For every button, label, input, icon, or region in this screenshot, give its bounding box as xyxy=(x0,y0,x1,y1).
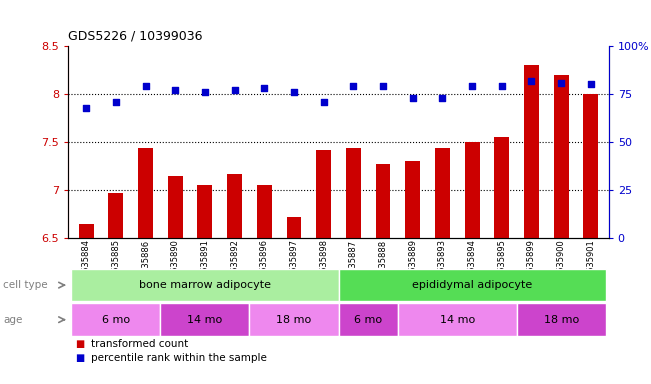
Bar xyxy=(286,217,301,238)
Point xyxy=(467,83,477,89)
Text: ■: ■ xyxy=(75,353,84,363)
Bar xyxy=(339,303,398,336)
Bar xyxy=(168,175,183,238)
Bar xyxy=(257,185,271,238)
Text: transformed count: transformed count xyxy=(91,339,188,349)
Text: ■: ■ xyxy=(75,339,84,349)
Bar xyxy=(406,161,420,238)
Point xyxy=(259,85,270,91)
Point xyxy=(497,83,507,89)
Point xyxy=(408,95,418,101)
Bar xyxy=(435,148,450,238)
Point xyxy=(586,81,596,88)
Bar xyxy=(249,303,339,336)
Bar xyxy=(465,142,480,238)
Bar xyxy=(346,148,361,238)
Text: 14 mo: 14 mo xyxy=(187,314,223,325)
Point xyxy=(318,99,329,105)
Text: 14 mo: 14 mo xyxy=(439,314,475,325)
Bar xyxy=(583,94,598,238)
Bar xyxy=(79,223,94,238)
Point xyxy=(81,104,91,111)
Text: age: age xyxy=(3,314,23,325)
Text: bone marrow adipocyte: bone marrow adipocyte xyxy=(139,280,271,290)
Point xyxy=(556,79,566,86)
Bar xyxy=(72,269,339,301)
Bar xyxy=(554,75,568,238)
Point xyxy=(289,89,299,95)
Bar xyxy=(316,150,331,238)
Text: GDS5226 / 10399036: GDS5226 / 10399036 xyxy=(68,29,203,42)
Text: 18 mo: 18 mo xyxy=(544,314,579,325)
Point xyxy=(229,87,240,93)
Bar xyxy=(227,174,242,238)
Text: epididymal adipocyte: epididymal adipocyte xyxy=(412,280,533,290)
Point xyxy=(526,78,536,84)
Bar xyxy=(339,269,605,301)
Bar xyxy=(494,137,509,238)
Bar xyxy=(197,185,212,238)
Bar xyxy=(138,148,153,238)
Bar xyxy=(72,303,160,336)
Text: 18 mo: 18 mo xyxy=(277,314,312,325)
Text: 6 mo: 6 mo xyxy=(102,314,130,325)
Point xyxy=(437,95,448,101)
Point xyxy=(170,87,180,93)
Point xyxy=(200,89,210,95)
Bar xyxy=(109,193,123,238)
Text: 6 mo: 6 mo xyxy=(354,314,382,325)
Text: percentile rank within the sample: percentile rank within the sample xyxy=(91,353,267,363)
Point xyxy=(141,83,151,89)
Bar xyxy=(524,65,539,238)
Point xyxy=(378,83,388,89)
Point xyxy=(111,99,121,105)
Bar xyxy=(376,164,391,238)
Point xyxy=(348,83,359,89)
Bar xyxy=(398,303,517,336)
Text: cell type: cell type xyxy=(3,280,48,290)
Bar xyxy=(517,303,605,336)
Bar xyxy=(160,303,249,336)
